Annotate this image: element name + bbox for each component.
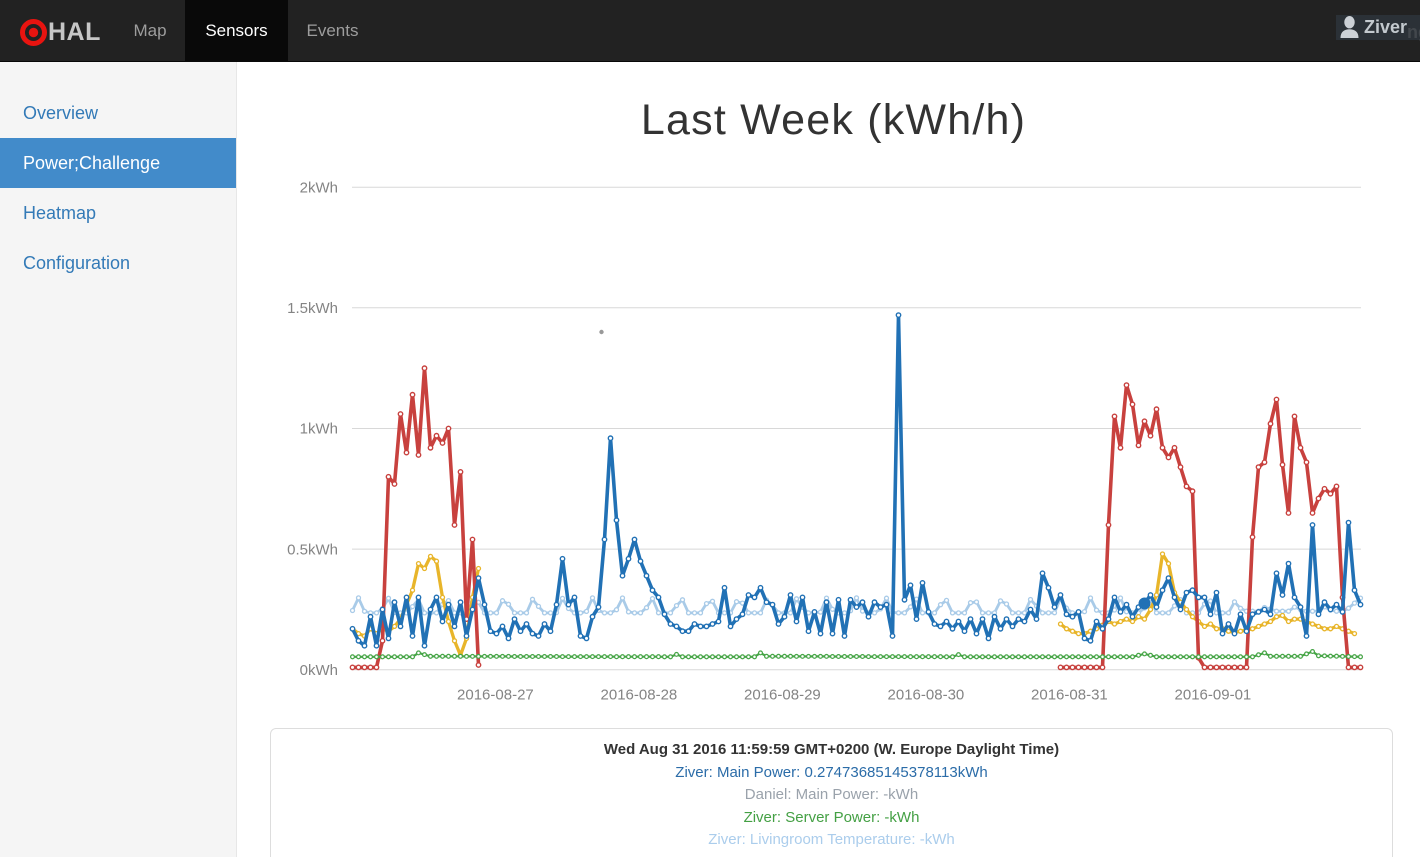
svg-text:0.5kWh: 0.5kWh (287, 541, 338, 558)
svg-text:2016-08-29: 2016-08-29 (744, 687, 821, 704)
svg-text:2016-08-30: 2016-08-30 (888, 687, 965, 704)
svg-text:2016-08-31: 2016-08-31 (1031, 687, 1108, 704)
svg-text:1.5kWh: 1.5kWh (287, 300, 338, 317)
svg-text:2016-08-28: 2016-08-28 (601, 687, 678, 704)
svg-text:0kWh: 0kWh (300, 662, 338, 679)
svg-text:2kWh: 2kWh (300, 179, 338, 196)
svg-text:2016-09-01: 2016-09-01 (1175, 687, 1252, 704)
svg-text:2016-08-27: 2016-08-27 (457, 687, 534, 704)
svg-text:1kWh: 1kWh (300, 421, 338, 438)
